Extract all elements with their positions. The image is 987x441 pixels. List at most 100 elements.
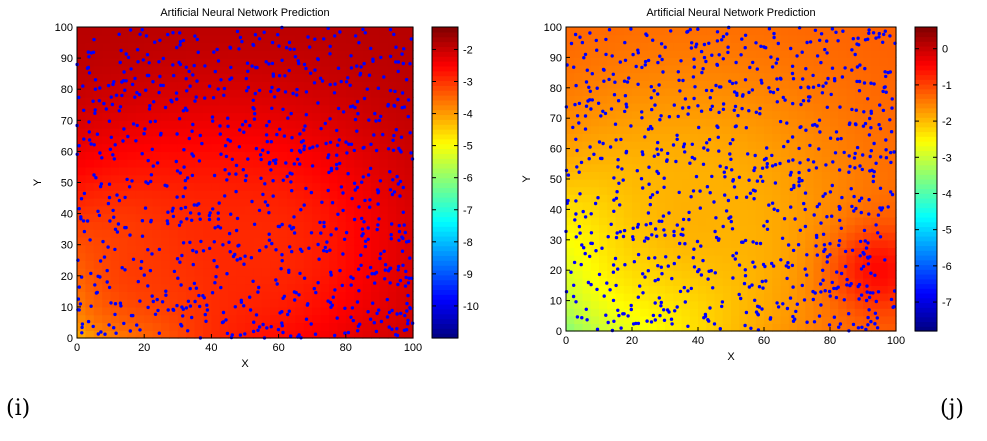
heatmap-cell: [278, 252, 288, 261]
heatmap-cell: [731, 163, 740, 172]
heatmap-cell: [797, 262, 806, 271]
sample-point: [656, 92, 660, 96]
heatmap-cell: [278, 236, 288, 246]
heatmap-cell: [219, 260, 229, 269]
heatmap-cell: [846, 323, 856, 332]
heatmap-cell: [354, 120, 364, 129]
heatmap-cell: [110, 73, 120, 83]
sample-point: [107, 119, 112, 123]
sample-point: [743, 323, 747, 328]
heatmap-cell: [871, 72, 881, 81]
heatmap-cell: [772, 270, 782, 279]
heatmap-cell: [362, 213, 372, 222]
heatmap-cell: [846, 171, 856, 180]
heatmap-cell: [623, 57, 633, 66]
sample-point: [105, 280, 109, 284]
heatmap-cell: [278, 65, 288, 75]
heatmap-cell: [194, 260, 204, 269]
heatmap-cell: [85, 89, 95, 98]
heatmap-cell: [303, 27, 313, 36]
heatmap-cell: [135, 236, 145, 246]
heatmap-cell: [287, 151, 296, 160]
heatmap-cell: [127, 104, 137, 114]
sample-point: [328, 82, 332, 87]
heatmap-cell: [127, 151, 137, 160]
heatmap-cell: [722, 65, 732, 74]
sample-point: [280, 324, 284, 328]
heatmap-cell: [879, 49, 889, 58]
heatmap-cell: [354, 166, 364, 176]
heatmap-cell: [887, 217, 897, 226]
sample-point: [174, 159, 178, 164]
sample-point: [876, 290, 881, 294]
sample-point: [710, 174, 714, 179]
heatmap-cell: [404, 275, 414, 285]
heatmap-cell: [127, 27, 137, 36]
heatmap-cell: [747, 87, 757, 96]
heatmap-cell: [590, 201, 600, 210]
heatmap-cell: [780, 80, 790, 89]
sample-point: [608, 145, 613, 149]
heatmap-cell: [838, 65, 848, 74]
heatmap-cell: [169, 182, 179, 191]
heatmap-cell: [689, 277, 699, 286]
heatmap-cell: [813, 133, 823, 142]
heatmap-cell: [337, 65, 347, 75]
heatmap-cell: [270, 112, 280, 121]
sample-point: [140, 28, 144, 32]
heatmap-cell: [863, 118, 872, 127]
heatmap-cell: [245, 190, 254, 199]
heatmap-cell: [739, 209, 749, 218]
heatmap-cell: [788, 194, 798, 203]
heatmap-cell: [110, 42, 120, 51]
heatmap-cell: [615, 49, 625, 58]
heatmap-cell: [337, 73, 347, 83]
heatmap-cell: [879, 300, 889, 309]
heatmap-cell: [574, 95, 584, 104]
heatmap-cell: [228, 275, 238, 285]
heatmap-cell: [689, 34, 699, 43]
heatmap-cell: [747, 201, 757, 210]
sample-point: [349, 315, 353, 319]
sample-point: [744, 126, 748, 130]
sample-point: [852, 209, 856, 213]
sample-point: [181, 314, 185, 318]
sample-point: [749, 326, 753, 330]
heatmap-cell: [656, 133, 666, 142]
heatmap-cell: [574, 34, 584, 43]
heatmap-cell: [161, 205, 170, 215]
heatmap-cell: [320, 268, 330, 277]
heatmap-cell: [261, 27, 271, 36]
sample-point: [93, 283, 97, 287]
sample-point: [681, 106, 685, 110]
heatmap-cell: [739, 224, 749, 233]
sample-point: [739, 296, 743, 301]
heatmap-cell: [607, 95, 617, 104]
sample-point: [387, 325, 391, 329]
heatmap-cell: [287, 268, 296, 277]
heatmap-cell: [404, 229, 414, 238]
heatmap-cell: [329, 236, 338, 246]
sample-point: [790, 64, 795, 69]
heatmap-cell: [77, 306, 86, 316]
sample-point: [715, 39, 720, 43]
sample-point: [888, 118, 892, 122]
sample-point: [890, 192, 895, 197]
heatmap-cell: [93, 182, 103, 191]
sample-point: [838, 207, 842, 211]
heatmap-cell: [211, 104, 221, 114]
sample-point: [193, 299, 197, 304]
sample-point: [203, 64, 207, 68]
sample-point: [402, 223, 406, 227]
sample-point: [350, 196, 354, 201]
heatmap-cell: [396, 190, 406, 199]
sample-point: [175, 97, 179, 101]
sample-point: [335, 166, 339, 171]
heatmap-cell: [102, 159, 112, 168]
heatmap-cell: [780, 315, 790, 324]
colorbar-segment: [432, 41, 458, 48]
sample-point: [182, 165, 186, 169]
heatmap-cell: [85, 314, 95, 324]
heatmap-cell: [219, 291, 229, 300]
heatmap-cell: [623, 80, 633, 89]
